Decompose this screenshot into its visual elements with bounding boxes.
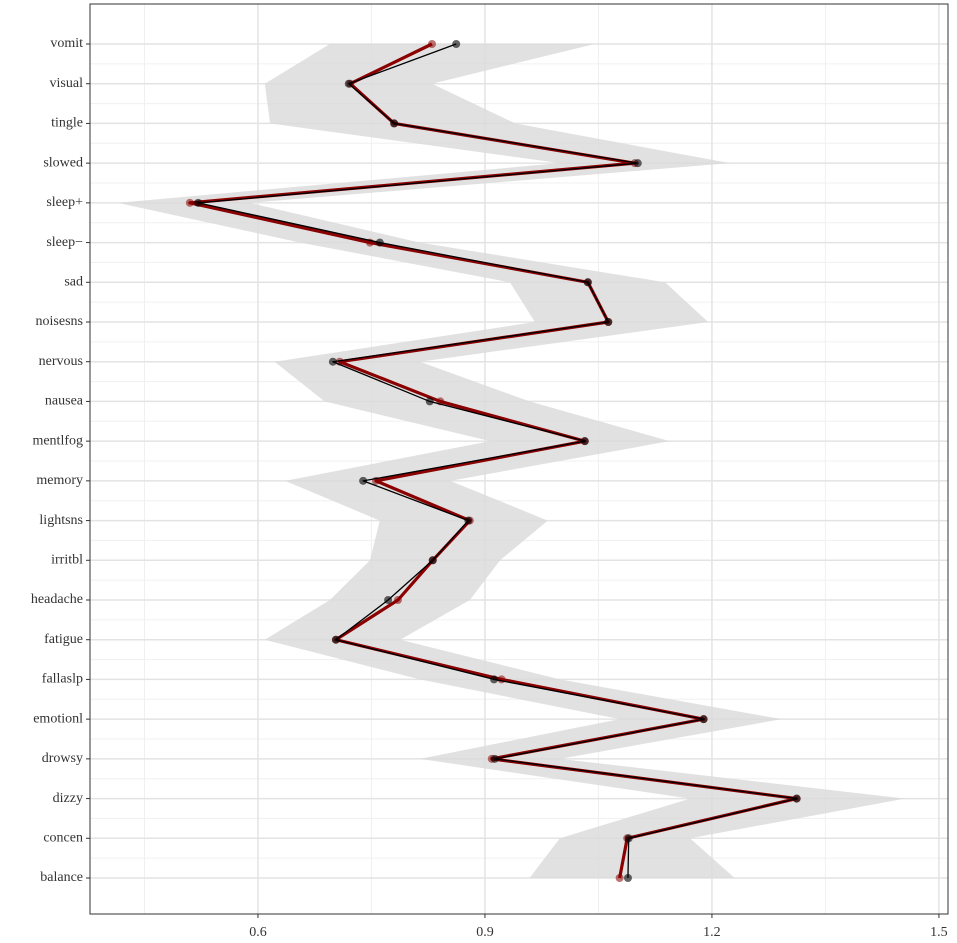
data-point [792,794,801,803]
data-point [185,198,194,207]
y-tick-label: drowsy [42,751,83,766]
series-line [197,43,798,879]
y-tick-label: tingle [51,116,83,131]
data-point [633,159,642,168]
data-point [699,715,708,724]
data-point [194,198,203,207]
x-tick-label: 0.6 [249,925,267,940]
x-tick-label: 1.2 [703,925,721,940]
data-point [328,357,337,366]
data-point [490,754,499,763]
y-tick-label: nervous [39,354,83,369]
y-tick-label: sleep+ [46,195,83,210]
y-tick-label: nausea [45,394,84,409]
y-tick-label: balance [40,870,83,885]
y-tick-label: emotionl [33,711,83,726]
y-tick-label: noisesns [36,314,83,329]
y-tick-label: visual [50,76,84,91]
data-point [624,834,633,843]
data-point [375,238,384,247]
data-point [497,675,506,684]
y-tick-label: memory [36,473,83,488]
data-point [393,596,402,604]
data-point [344,79,353,88]
y-tick-label: mentlfog [32,433,83,448]
confidence-band [117,44,905,878]
x-tick-label: 0.9 [476,925,494,940]
data-point [580,437,589,446]
data-point [359,476,368,485]
y-tick-label: vomit [50,36,83,51]
y-tick-label: sleep− [46,235,83,250]
y-tick-label: irritbl [51,553,83,568]
y-tick-label: lightsns [39,513,83,528]
data-point [428,556,437,565]
data-point [425,397,434,406]
data-point [390,119,399,128]
y-tick-label: dizzy [53,791,83,806]
plot-border [89,3,949,915]
data-point [583,278,592,287]
data-point [331,635,340,644]
data-point [452,40,461,48]
y-tick-label: fallaslp [42,672,83,687]
y-tick-label: slowed [43,155,83,170]
data-point [384,596,393,604]
y-tick-label: concen [43,831,83,846]
y-tick-label: fatigue [44,632,83,647]
data-point [490,675,499,684]
data-point [464,516,473,525]
y-tick-label: headache [31,592,83,607]
y-tick-label: sad [64,275,83,290]
data-point [427,40,436,48]
data-point [623,874,632,882]
data-point [615,874,624,882]
x-tick-label: 1.5 [930,925,948,940]
data-point [604,318,613,326]
